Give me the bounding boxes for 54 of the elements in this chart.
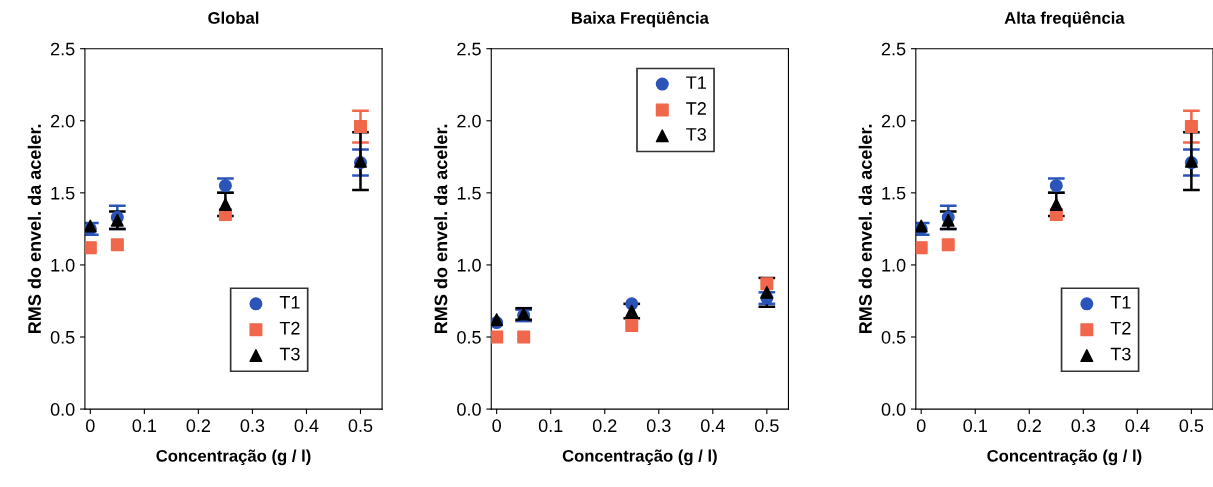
y-tick-label: 2.0 — [51, 114, 75, 128]
y-tick-label: 1.5 — [51, 186, 75, 200]
y-axis-title: RMS do envel. da aceler. — [858, 124, 872, 334]
x-tick-label: 0.4 — [294, 419, 319, 433]
x-tick-label: 0.5 — [348, 419, 373, 433]
y-tick-label: 2.5 — [881, 42, 906, 56]
legend-label: T1 — [1110, 296, 1131, 309]
x-tick-label: 0.3 — [240, 419, 265, 433]
legend-label: T3 — [1110, 347, 1131, 361]
x-tick-label: 0.4 — [1125, 419, 1150, 433]
y-tick-label: 2.5 — [457, 42, 481, 56]
y-tick-label: 1.0 — [457, 258, 481, 272]
x-axis-title: Concentração (g / l) — [156, 449, 311, 466]
y-tick-label: 0.0 — [881, 403, 906, 416]
x-tick-label: 0.1 — [538, 419, 563, 433]
legend-label: T1 — [279, 296, 300, 309]
x-tick-label: 0 — [492, 419, 501, 433]
chart-title: Global — [208, 11, 259, 24]
x-tick-label: 0.1 — [132, 419, 157, 433]
y-tick-label: 1.5 — [457, 186, 481, 200]
legend-label: T2 — [686, 102, 706, 115]
x-tick-label: 0 — [86, 419, 95, 433]
y-tick-label: 1.0 — [51, 258, 75, 272]
x-tick-label: 0.2 — [186, 419, 211, 433]
y-tick-label: 2.0 — [881, 114, 906, 128]
legend-label: T3 — [279, 347, 300, 361]
y-axis-title: RMS do envel. da aceler. — [27, 124, 41, 334]
x-tick-label: 0.1 — [963, 419, 987, 433]
y-tick-label: 2.0 — [457, 114, 481, 128]
x-tick-label: 0.2 — [592, 419, 617, 433]
x-axis-title: Concentração (g / l) — [987, 449, 1142, 466]
x-tick-label: 0.5 — [1179, 419, 1204, 433]
legend-label: T2 — [1110, 321, 1131, 335]
legend-label: T3 — [686, 127, 707, 141]
x-axis-title: Concentração (g / l) — [562, 449, 717, 466]
y-tick-label: 2.5 — [51, 42, 75, 56]
y-tick-label: 0.5 — [50, 330, 75, 344]
legend-label: T1 — [686, 76, 706, 89]
y-tick-label: 0.0 — [457, 403, 481, 416]
y-axis-title: RMS do envel. da aceler. — [434, 124, 448, 334]
y-tick-label: 1.0 — [882, 258, 906, 272]
x-tick-label: 0 — [916, 419, 926, 433]
x-tick-label: 0.3 — [646, 419, 671, 433]
x-tick-label: 0.5 — [754, 419, 779, 433]
y-tick-label: 0.5 — [457, 330, 481, 344]
x-tick-label: 0.2 — [1017, 419, 1041, 433]
y-tick-label: 0.0 — [50, 403, 75, 416]
chart-title: Baixa Freqüência — [571, 11, 709, 28]
x-tick-label: 0.3 — [1071, 419, 1096, 433]
y-tick-label: 1.5 — [882, 186, 906, 200]
y-tick-label: 0.5 — [881, 330, 906, 344]
chart-title: Alta freqüência — [1004, 11, 1125, 28]
x-tick-label: 0.4 — [700, 419, 725, 433]
legend-label: T2 — [279, 321, 300, 335]
